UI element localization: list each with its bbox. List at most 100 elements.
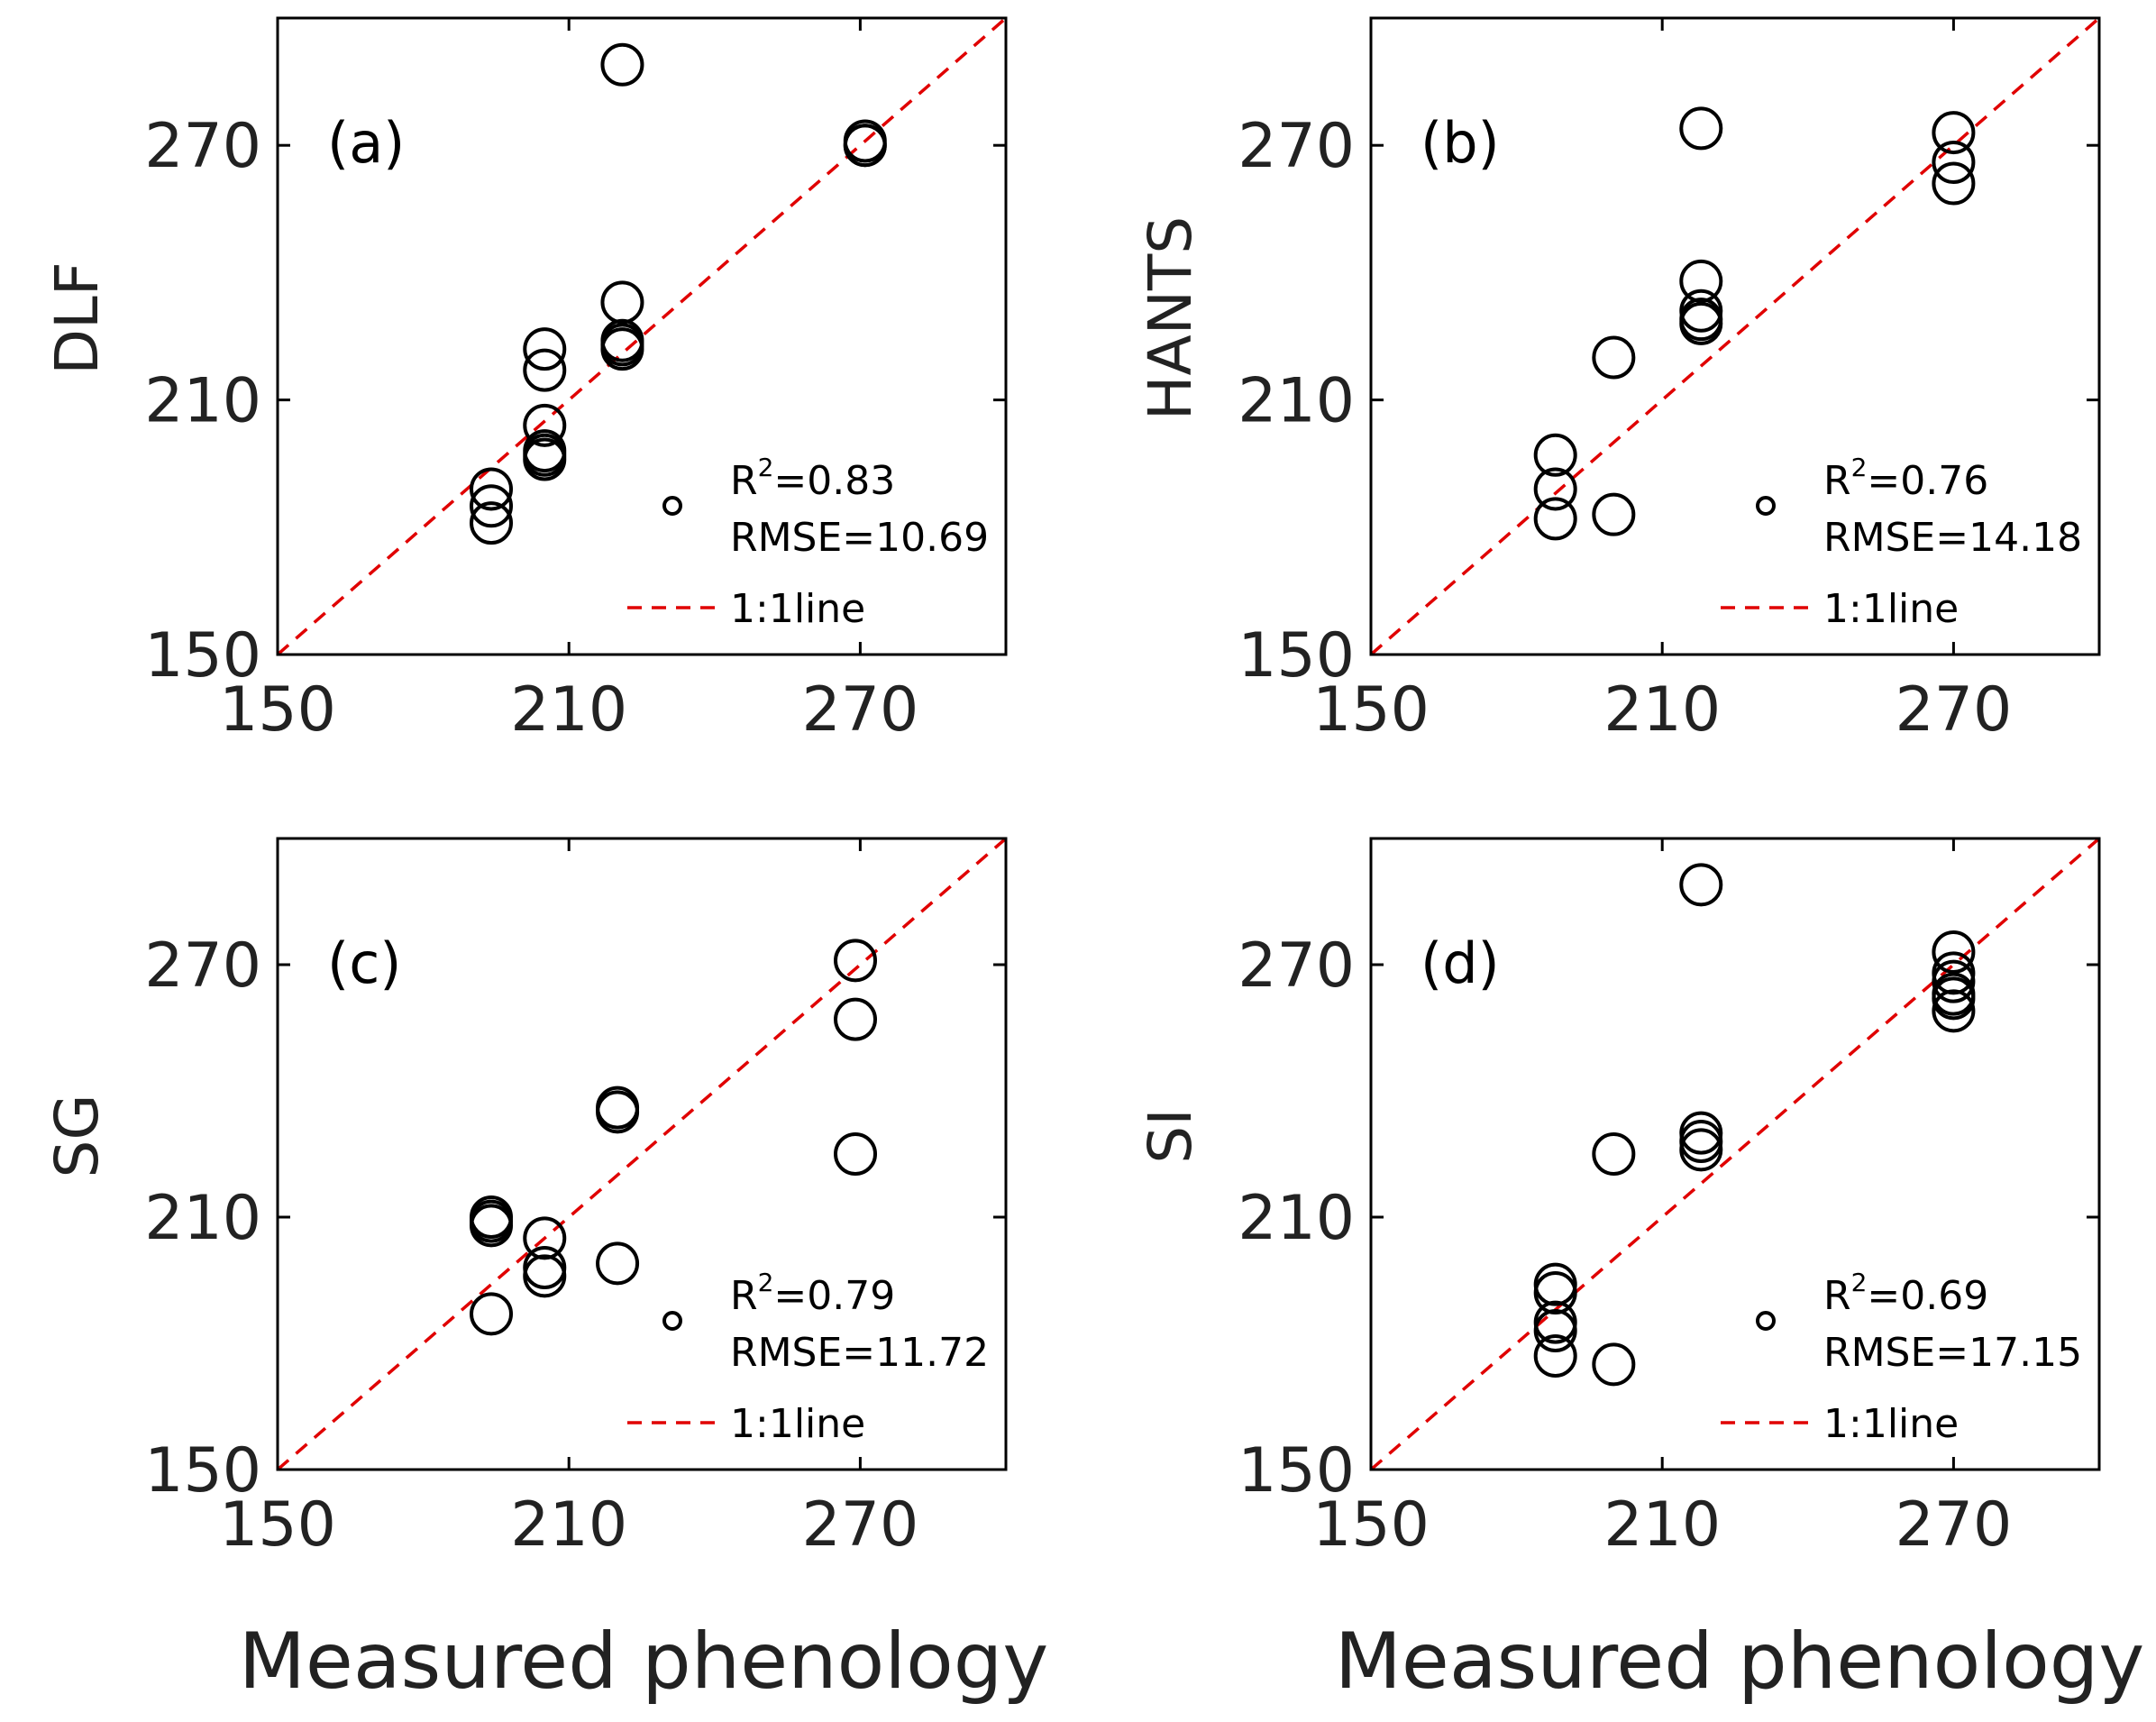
data-point (1932, 959, 1976, 1003)
legend-line-label: 1:1line (730, 1401, 865, 1447)
y-tick-label: 210 (144, 366, 261, 437)
y-tick-label: 210 (1238, 1183, 1355, 1254)
data-point (523, 1246, 567, 1289)
data-point (1932, 111, 1976, 155)
data-point (1592, 1342, 1636, 1387)
data-point (834, 939, 878, 983)
data-point (1533, 1262, 1577, 1306)
data-point (1932, 161, 1976, 206)
legend-line-label: 1:1line (730, 586, 865, 632)
data-point (1679, 1128, 1723, 1172)
data-point (1679, 106, 1723, 151)
scatter-panel-1: 150 210 270 150 210 270 DLF (a) R2=0.83 RMSE=10.6… (42, 16, 1008, 746)
data-point (1679, 863, 1723, 907)
one-to-one-line (278, 18, 1006, 655)
data-point (1679, 1120, 1723, 1163)
y-tick-label: 270 (1238, 111, 1355, 182)
data-point (470, 501, 514, 545)
y-tick-label: 150 (1238, 1435, 1355, 1507)
data-point (1533, 1309, 1577, 1352)
data-point (1533, 1334, 1577, 1378)
data-point (470, 1292, 514, 1336)
y-axis-label: DLF (42, 261, 112, 375)
data-point (834, 997, 878, 1041)
x-tick-label: 150 (219, 1489, 336, 1561)
legend-marker-icon (1756, 1311, 1776, 1331)
data-point (1533, 467, 1577, 511)
data-point (1679, 301, 1723, 345)
data-point (1592, 1132, 1636, 1176)
y-tick-label: 210 (1238, 366, 1355, 437)
data-point (834, 1132, 878, 1176)
y-axis-label: SI (1136, 1108, 1205, 1163)
x-tick-label: 270 (1896, 674, 2013, 746)
legend-r2: R2=0.79 (730, 1268, 895, 1319)
data-point (1592, 492, 1636, 536)
data-point (523, 437, 567, 481)
y-tick-label: 210 (144, 1183, 261, 1254)
data-point (596, 1090, 640, 1134)
data-point (843, 124, 887, 168)
data-point (1679, 1111, 1723, 1155)
legend-r2: R2=0.76 (1823, 453, 1988, 504)
axes-frame (1369, 837, 2101, 1471)
axes-frame (276, 16, 1008, 656)
y-tick-label: 150 (1238, 620, 1355, 692)
legend-rmse: RMSE=14.18 (1823, 515, 2082, 561)
data-point (523, 403, 567, 447)
x-tick-label: 150 (1312, 674, 1430, 746)
x-tick-label: 150 (219, 674, 336, 746)
data-point (1592, 335, 1636, 380)
x-tick-label: 210 (1603, 674, 1721, 746)
data-point (600, 280, 644, 325)
legend-line-label: 1:1line (1823, 586, 1959, 632)
data-point (470, 484, 514, 528)
data-point (1932, 930, 1976, 974)
data-point (470, 467, 514, 511)
x-tick-label: 270 (1896, 1489, 2013, 1561)
x-axis-label-left: Measured phenology (239, 1617, 1049, 1707)
axes-frame (1369, 16, 2101, 656)
data-point (1932, 989, 1976, 1033)
legend-r2: R2=0.83 (730, 453, 895, 504)
x-tick-label: 210 (510, 674, 627, 746)
data-point (596, 1241, 640, 1286)
data-point (1932, 141, 1976, 185)
axes-frame (276, 837, 1008, 1471)
data-point (523, 1254, 567, 1298)
panel-letter: (a) (327, 110, 405, 176)
data-point (600, 327, 644, 371)
panels: 150 210 270 150 210 270 DLF (a) R2=0.83 RMSE=10.6… (42, 16, 2101, 1561)
y-axis-label: HANTS (1136, 216, 1205, 420)
data-point (1533, 433, 1577, 477)
x-tick-label: 270 (802, 1489, 919, 1561)
y-tick-label: 150 (144, 620, 261, 692)
data-point (523, 327, 567, 371)
x-tick-label: 210 (510, 1489, 627, 1561)
data-point (523, 348, 567, 392)
x-tick-label: 210 (1603, 1489, 1721, 1561)
legend-marker-icon (662, 1311, 682, 1331)
scatter-panel-2: 150 210 270 150 210 270 HANTS (b) R2=0.76 RMSE=14… (1136, 16, 2101, 746)
y-axis-label: SG (42, 1094, 112, 1177)
legend-r2: R2=0.69 (1823, 1268, 1988, 1319)
one-to-one-line (1371, 18, 2099, 655)
panel-letter: (d) (1421, 930, 1500, 996)
y-tick-label: 270 (144, 111, 261, 182)
panel-letter: (c) (327, 930, 401, 996)
scatter-panel-3: 150 210 270 150 210 270 SG (c) R2=0.79 RMSE=11.72… (42, 837, 1008, 1561)
legend-rmse: RMSE=10.69 (730, 515, 989, 561)
x-tick-label: 150 (1312, 1489, 1430, 1561)
legend-marker-icon (1756, 496, 1776, 516)
panel-letter: (b) (1421, 110, 1500, 176)
y-tick-label: 270 (144, 930, 261, 1002)
scatter-panel-4: 150 210 270 150 210 270 SI (d) R2=0.69 RMSE=17.15… (1136, 837, 2101, 1561)
data-point (1533, 497, 1577, 541)
data-point (470, 1199, 514, 1243)
y-tick-label: 150 (144, 1435, 261, 1507)
y-tick-label: 270 (1238, 930, 1355, 1002)
legend-rmse: RMSE=17.15 (1823, 1330, 2082, 1376)
data-point (1932, 976, 1976, 1021)
legend-rmse: RMSE=11.72 (730, 1330, 989, 1376)
